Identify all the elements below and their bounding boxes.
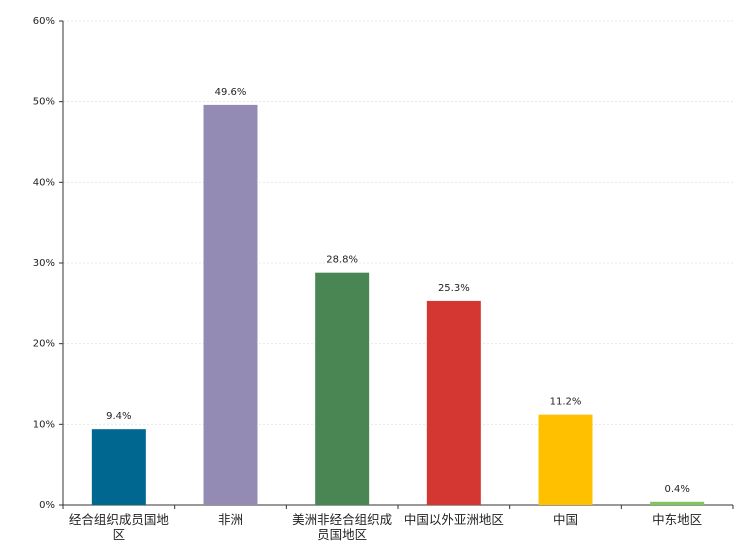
y-tick-label: 40% <box>33 177 55 188</box>
x-tick-label: 美洲非经合组织成员国地区 <box>292 512 393 542</box>
bar <box>203 104 258 505</box>
y-tick-label: 0% <box>39 500 55 511</box>
data-label: 11.2% <box>550 397 582 408</box>
data-label: 25.3% <box>438 283 470 294</box>
x-tick-label: 中国以外亚洲地区 <box>403 512 504 527</box>
x-tick-label: 中国 <box>552 512 578 527</box>
data-label: 28.8% <box>326 255 358 266</box>
data-label: 0.4% <box>664 484 689 495</box>
bar <box>91 429 146 505</box>
y-tick-label: 50% <box>33 97 55 108</box>
y-tick-label: 10% <box>33 419 55 430</box>
bar <box>538 414 593 505</box>
bar <box>650 501 705 505</box>
y-tick-label: 30% <box>33 258 55 269</box>
x-tick-label: 经合组织成员国地区 <box>68 512 169 542</box>
y-tick-label: 60% <box>33 16 55 27</box>
x-tick-label: 非洲 <box>217 512 243 527</box>
data-label: 9.4% <box>106 411 131 422</box>
data-label: 49.6% <box>215 87 247 98</box>
bar <box>426 300 481 505</box>
y-tick-label: 20% <box>33 339 55 350</box>
bar <box>315 272 370 505</box>
x-tick-label: 中东地区 <box>652 512 703 527</box>
